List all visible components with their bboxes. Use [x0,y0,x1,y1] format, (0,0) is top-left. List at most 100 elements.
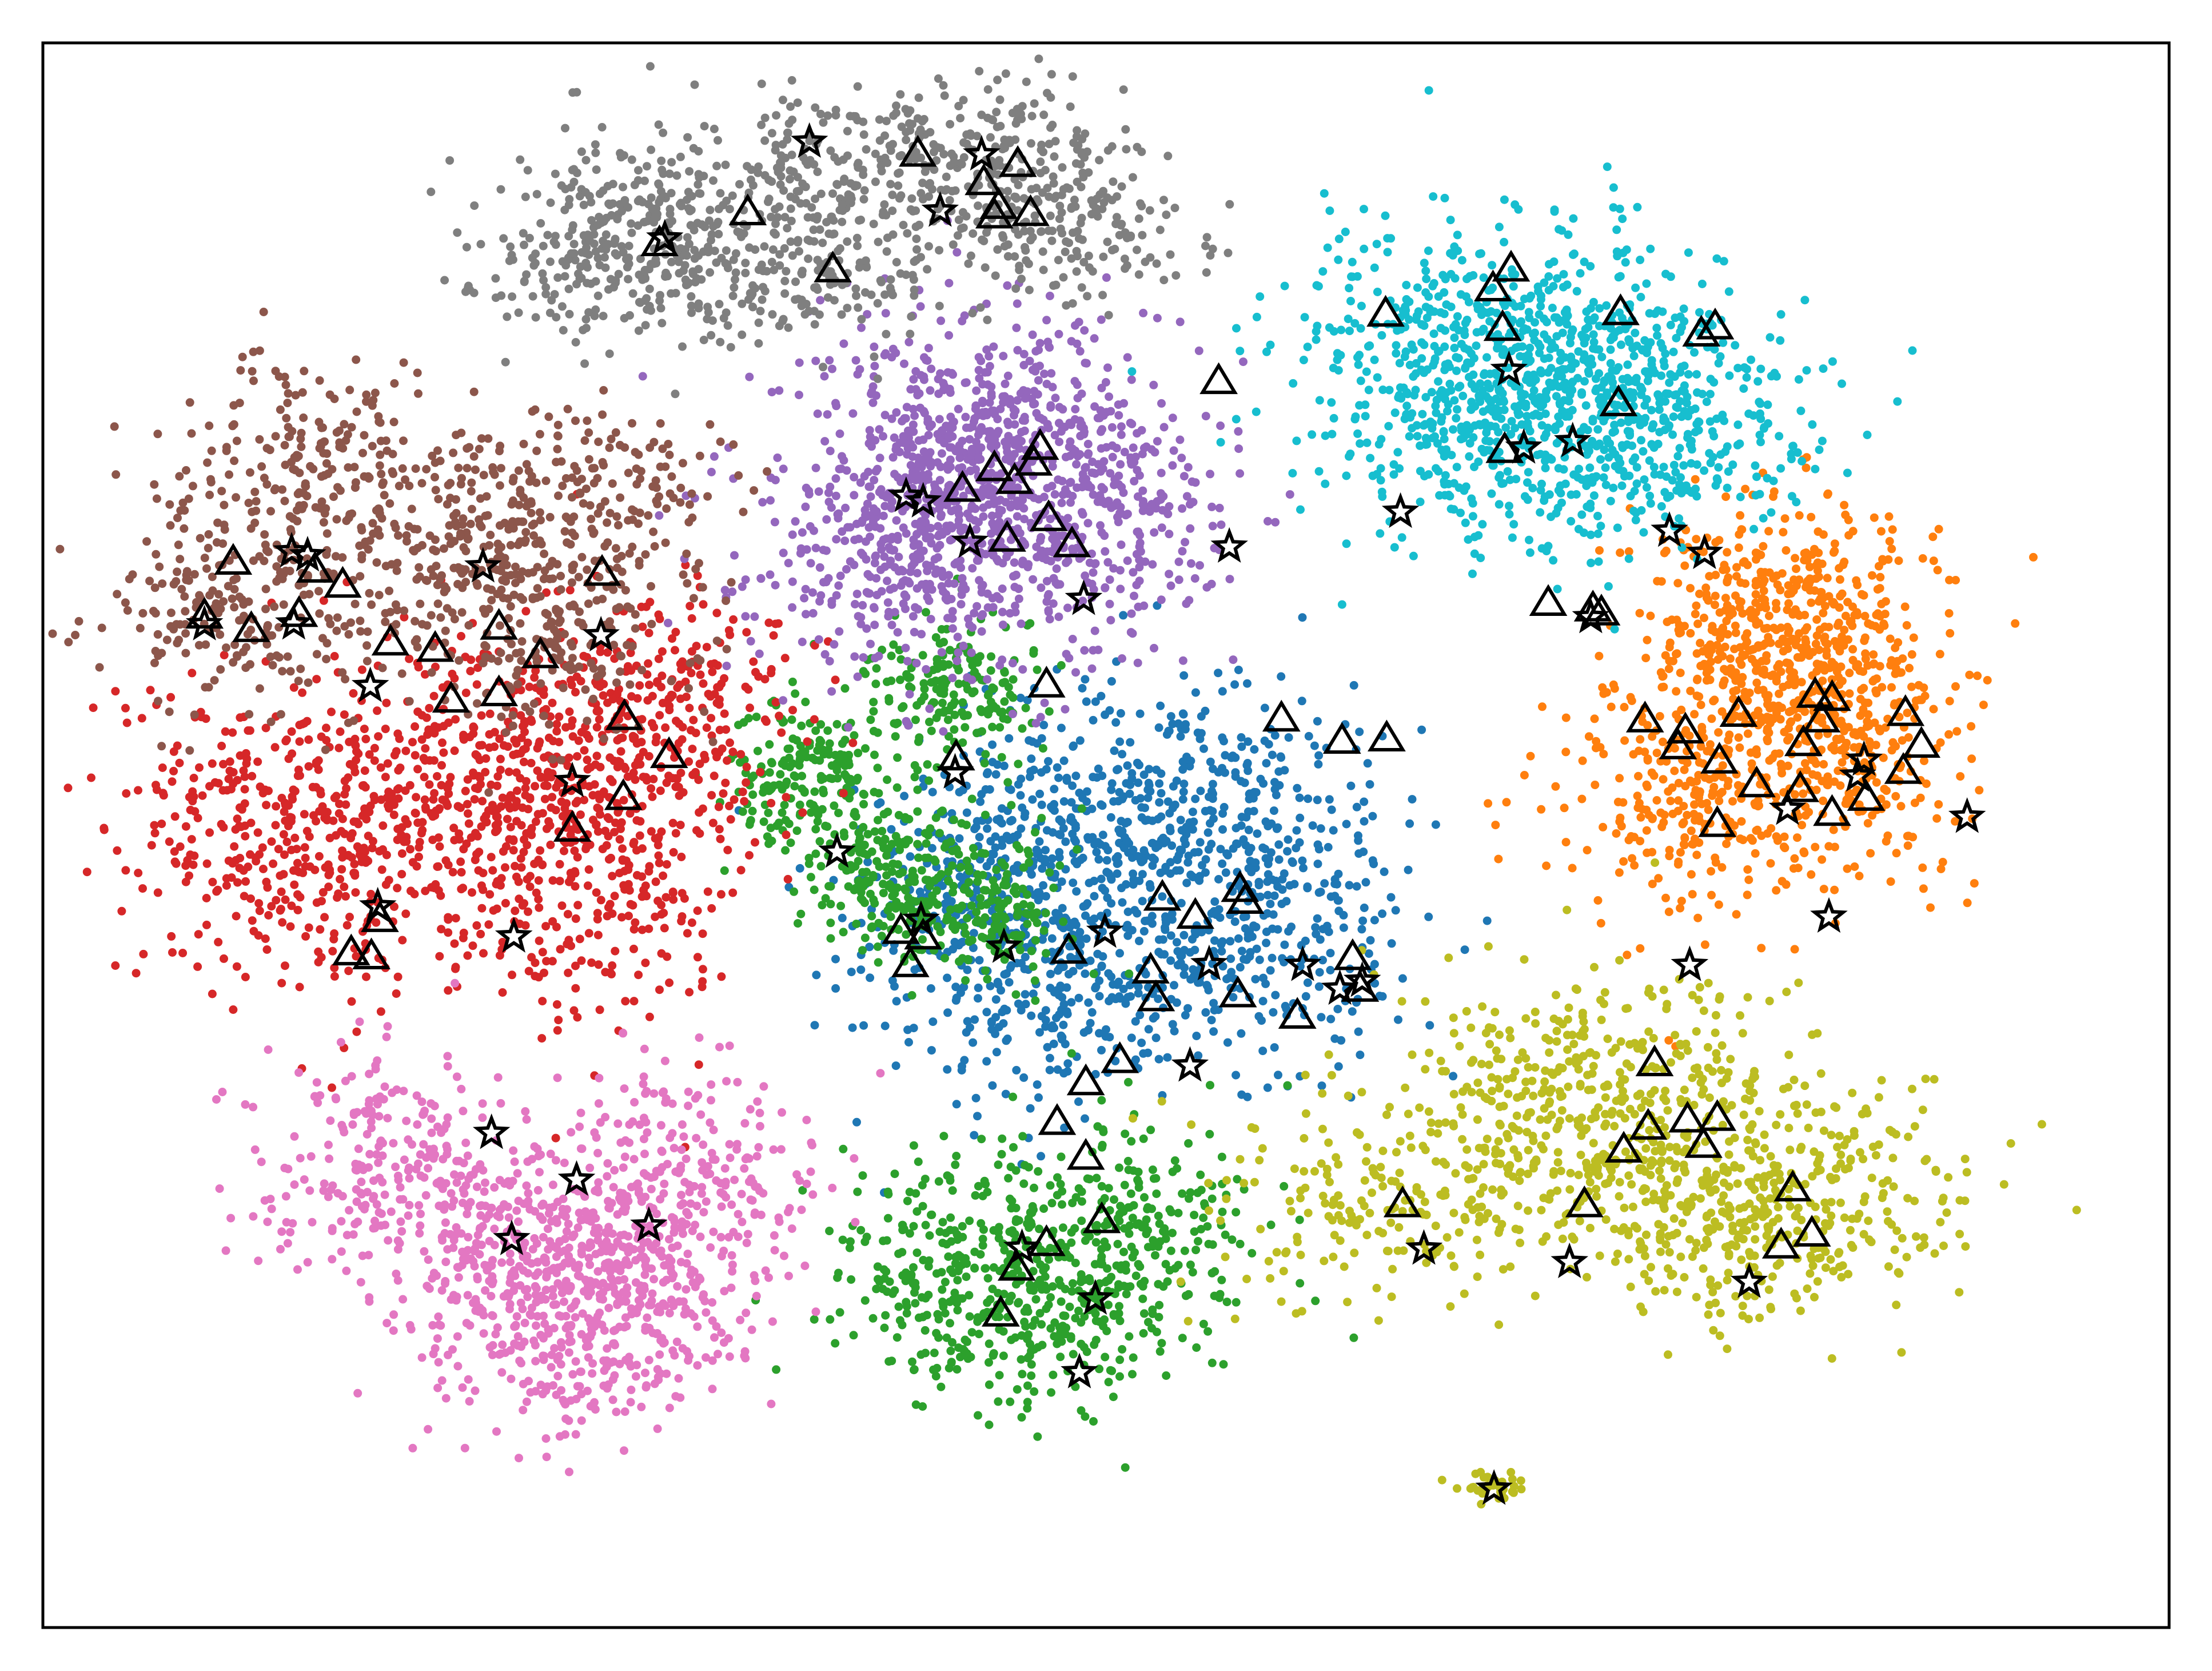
data-point [1872,778,1881,787]
data-point [538,809,547,818]
data-point [1313,717,1322,726]
data-point [1058,1033,1067,1042]
data-point [121,866,130,875]
data-point [1757,831,1766,840]
data-point [1660,548,1669,558]
data-point [1903,841,1912,850]
data-point [1797,678,1806,687]
data-point [927,1046,936,1055]
data-point [1059,756,1069,765]
data-point [1888,525,1897,534]
data-point [1221,868,1230,877]
data-point [1017,1006,1026,1015]
data-point [1731,628,1740,638]
data-point [538,997,547,1006]
data-point [1006,1292,1015,1301]
data-point [1692,649,1701,658]
data-point [354,819,363,829]
data-point [1190,926,1199,936]
data-point [1819,760,1828,769]
data-point [1230,680,1239,689]
data-point [1246,844,1256,853]
data-point [1979,701,1988,710]
data-point [940,954,949,962]
data-point [1284,835,1293,844]
data-point [1784,724,1793,733]
data-point [955,957,963,966]
data-point [951,982,960,992]
data-point [219,823,228,832]
data-point [891,732,900,741]
data-point [1179,671,1189,680]
data-point [279,830,288,839]
data-point [1842,738,1851,747]
data-point [827,761,836,770]
data-point [887,840,896,849]
data-point [1813,558,1822,567]
data-point [1004,1173,1013,1183]
data-point [1218,825,1227,834]
data-point [1003,1035,1012,1043]
data-point [1021,990,1030,999]
data-point [1129,880,1138,889]
data-point [844,761,854,770]
data-point [1123,761,1132,770]
data-point [1218,962,1227,971]
data-point [1727,669,1736,678]
data-point [661,893,671,902]
data-point [1027,1011,1036,1020]
data-point [696,670,705,679]
data-point [887,651,896,661]
data-point [1022,1303,1031,1312]
data-point [1018,724,1027,733]
data-point [316,786,325,795]
data-point [1784,599,1793,608]
data-point [1006,1397,1015,1406]
data-point [1081,1236,1090,1245]
data-point [1069,1350,1078,1359]
data-point [1166,712,1175,721]
data-point [1129,1353,1138,1362]
data-point [1045,1255,1054,1264]
data-point [692,642,701,651]
data-point [1050,1318,1059,1327]
data-point [1157,789,1166,798]
data-point [970,852,979,860]
data-point [361,807,369,816]
data-point [928,891,937,900]
data-point [811,755,820,765]
data-point [1031,1295,1041,1304]
data-point [828,774,836,783]
data-point [898,1271,907,1280]
data-point [860,790,868,799]
data-point [976,705,985,714]
data-point [1118,750,1127,759]
data-point [1048,1021,1057,1030]
data-point [1538,702,1547,711]
data-point [950,1226,959,1235]
data-point [1013,911,1022,920]
data-point [882,851,891,860]
data-point [1386,893,1396,902]
data-point [565,586,575,595]
data-point [1732,910,1741,919]
data-point [573,752,581,761]
data-point [987,850,996,858]
data-point [1278,954,1287,963]
data-point [698,929,707,938]
data-point [1599,689,1608,698]
data-point [1074,1097,1083,1106]
data-point [459,933,468,942]
data-point [233,878,242,887]
data-point [1607,702,1616,711]
data-point [1059,1069,1069,1078]
data-point [1887,544,1896,554]
data-point [281,816,290,825]
data-point [1689,810,1699,818]
data-point [1590,714,1599,723]
data-point [1170,1027,1179,1036]
data-point [1700,940,1709,949]
data-point [1101,1352,1110,1362]
data-point [1205,792,1213,801]
data-point [1010,1230,1019,1239]
